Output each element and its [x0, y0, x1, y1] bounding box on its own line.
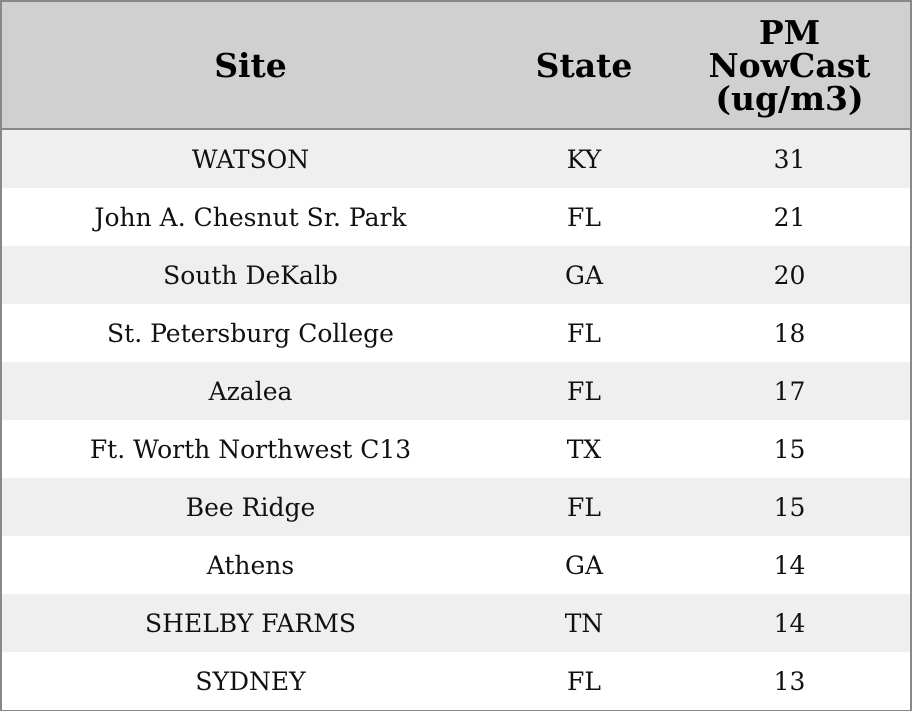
header-cell: State	[499, 2, 669, 130]
header-text: PM NowCast (ug/m3)	[708, 12, 871, 118]
site-cell: John A. Chesnut Sr. Park	[2, 188, 499, 246]
header-text: State	[535, 45, 633, 85]
value-cell: 31	[669, 129, 910, 188]
value-cell: 13	[669, 652, 910, 710]
state-cell: TN	[499, 594, 669, 652]
state-cell: TX	[499, 420, 669, 478]
site-cell: Azalea	[2, 362, 499, 420]
value-cell: 15	[669, 478, 910, 536]
value-cell: 18	[669, 304, 910, 362]
site-cell: South DeKalb	[2, 246, 499, 304]
state-cell: FL	[499, 478, 669, 536]
value-cell: 17	[669, 362, 910, 420]
table-row: Azalea FL 17	[2, 362, 910, 420]
value-cell: 14	[669, 536, 910, 594]
table-row: Bee Ridge FL 15	[2, 478, 910, 536]
table-row: SYDNEY FL 13	[2, 652, 910, 710]
site-cell: WATSON	[2, 129, 499, 188]
table-row: John A. Chesnut Sr. Park FL 21	[2, 188, 910, 246]
state-cell: FL	[499, 304, 669, 362]
state-cell: FL	[499, 362, 669, 420]
header-cell: PM NowCast (ug/m3)	[669, 2, 910, 130]
site-cell: SHELBY FARMS	[2, 594, 499, 652]
site-cell: Athens	[2, 536, 499, 594]
state-cell: GA	[499, 246, 669, 304]
state-cell: KY	[499, 129, 669, 188]
table-row: SHELBY FARMS TN 14	[2, 594, 910, 652]
table-row: South DeKalb GA 20	[2, 246, 910, 304]
value-cell: 20	[669, 246, 910, 304]
value-cell: 21	[669, 188, 910, 246]
state-cell: FL	[499, 652, 669, 710]
table-row: Ft. Worth Northwest C13 TX 15	[2, 420, 910, 478]
site-cell: St. Petersburg College	[2, 304, 499, 362]
site-cell: Bee Ridge	[2, 478, 499, 536]
state-cell: GA	[499, 536, 669, 594]
table-row: WATSON KY 31	[2, 129, 910, 188]
table-row: St. Petersburg College FL 18	[2, 304, 910, 362]
site-cell: SYDNEY	[2, 652, 499, 710]
header-text: Site	[214, 45, 287, 85]
value-cell: 14	[669, 594, 910, 652]
header-cell: Site	[2, 2, 499, 130]
table-body: WATSON KY 31 John A. Chesnut Sr. Park FL 21 So…	[2, 129, 910, 710]
header-row: Site State PM NowCast (ug/m3)	[2, 2, 910, 130]
value-cell: 15	[669, 420, 910, 478]
state-cell: FL	[499, 188, 669, 246]
table-row: Athens GA 14	[2, 536, 910, 594]
site-cell: Ft. Worth Northwest C13	[2, 420, 499, 478]
